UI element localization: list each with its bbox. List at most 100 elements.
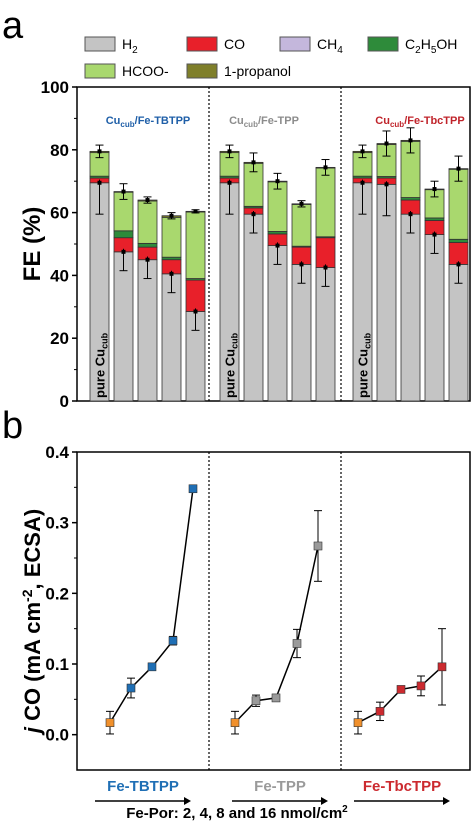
x-label-text: Fe-Por: 2, 4, 8 and 16 nmol/cm: [126, 805, 342, 822]
legend-label-text: CO: [224, 36, 245, 52]
bar-top-marker: [227, 149, 232, 154]
bar-top-marker: [169, 213, 174, 218]
baseline-label: pure Cucub: [93, 332, 110, 398]
group-label-post: /Fe-TbcTPP: [404, 115, 465, 127]
data-point: [126, 683, 136, 693]
bar-segment-co: [185, 279, 206, 312]
bar-top-marker: [145, 198, 150, 203]
panel-label-a: a: [2, 5, 24, 47]
y-axis-label-b: j CO (mA cm-2, ECSA): [19, 509, 45, 736]
data-point: [313, 541, 323, 551]
legend-label: HCOO-: [122, 63, 169, 79]
group-label-text: Cu: [106, 115, 121, 127]
baseline-label-sub: cub: [230, 332, 240, 349]
legend-swatch: [84, 63, 116, 79]
baseline-label-sub: cub: [363, 332, 373, 349]
baseline-label-text: pure Cu: [223, 349, 238, 398]
bar-segment-h2: [267, 245, 288, 402]
bar-segment-hcoo: [185, 211, 206, 279]
bar-h2-marker: [193, 309, 198, 314]
y-tick-label: 0.1: [45, 655, 69, 674]
bar-top-marker: [193, 209, 198, 214]
baseline-label-text: pure Cu: [93, 349, 108, 398]
y-tick-label: 80: [50, 141, 69, 160]
legend-label: CO: [224, 36, 245, 52]
bar-top-marker: [408, 138, 413, 143]
group-name: Fe-TBTPP: [107, 778, 179, 795]
bar-segment-h2: [448, 264, 469, 402]
bar-h2-marker: [169, 271, 174, 276]
axes-frame-b: [76, 451, 471, 771]
bar-segment-h2: [291, 264, 312, 402]
data-point: [437, 662, 447, 672]
y-tick-label: 100: [41, 78, 69, 97]
bar-h2-marker: [97, 180, 102, 185]
bar-top-marker: [251, 160, 256, 165]
bar-h2-marker: [408, 212, 413, 217]
bar-segment-hcoo: [291, 204, 312, 247]
data-point: [188, 484, 198, 494]
data-point: [396, 685, 406, 694]
bar-h2-marker: [227, 180, 232, 185]
bar-segment-h2: [400, 213, 421, 402]
y-axis-label-a: FE (%): [19, 207, 46, 282]
bar-top-marker: [360, 149, 365, 154]
legend-swatch: [279, 36, 311, 52]
bar-segment-co: [315, 237, 336, 268]
bar-h2-marker: [323, 265, 328, 270]
bar-segment-c2h5oh: [448, 238, 469, 243]
group-label-text: Cu: [229, 115, 244, 127]
group-label-sub: cub: [390, 120, 404, 129]
group-arrow-head: [184, 797, 191, 805]
legend-label-sub: 2: [415, 45, 421, 56]
panel-label-b: b: [2, 405, 23, 447]
y-tick-label: 0.3: [45, 514, 69, 533]
bar-segment-hcoo: [137, 200, 158, 244]
baseline-label: pure Cucub: [223, 332, 240, 398]
bar-segment-h2: [113, 251, 134, 402]
legend-label-text: CH: [317, 36, 337, 52]
data-point: [251, 696, 261, 706]
x-label-sup: 2: [342, 804, 348, 815]
bar-top-marker: [299, 201, 304, 206]
legend-label-text: H: [122, 36, 132, 52]
bar-h2-marker: [432, 232, 437, 237]
legend-label: CH4: [317, 36, 343, 56]
group-name: Fe-TPP: [254, 778, 306, 795]
bar-h2-marker: [121, 249, 126, 254]
bar-segment-h2: [243, 213, 264, 402]
legend-label: 1-propanol: [224, 63, 291, 79]
group-label-sub: cub: [120, 120, 134, 129]
data-point: [375, 707, 385, 716]
series-fe-tbtpp: [105, 484, 198, 735]
bar-segment-h2: [137, 259, 158, 402]
legend-label: H2: [122, 36, 138, 56]
bar-segment-c2h5oh: [137, 242, 158, 248]
group-label: Cucub/Fe-TBTPP: [106, 115, 191, 129]
legend-label-text: C: [405, 36, 415, 52]
y-label-text: CO (mA cm: [20, 602, 45, 727]
bar-h2-marker: [299, 262, 304, 267]
data-point: [292, 639, 302, 648]
legend-swatch: [367, 36, 399, 52]
bar-segment-hcoo: [315, 167, 336, 238]
legend-label: C2H5OH: [405, 36, 457, 56]
data-point: [271, 693, 281, 703]
legend-swatch: [84, 36, 116, 52]
data-point: [353, 718, 363, 727]
bar-top-marker: [456, 166, 461, 171]
series-fe-tpp: [230, 510, 323, 735]
group-arrow-head: [443, 797, 450, 805]
legend-label-post: H: [421, 36, 431, 52]
legend-swatch: [186, 63, 218, 79]
bar-top-marker: [323, 165, 328, 170]
data-point: [147, 662, 157, 672]
y-tick-label: 60: [50, 204, 69, 223]
group-label-text: Cu: [375, 115, 390, 127]
bar-segment-c2h5oh: [113, 230, 134, 239]
bar-top-marker: [121, 189, 126, 194]
